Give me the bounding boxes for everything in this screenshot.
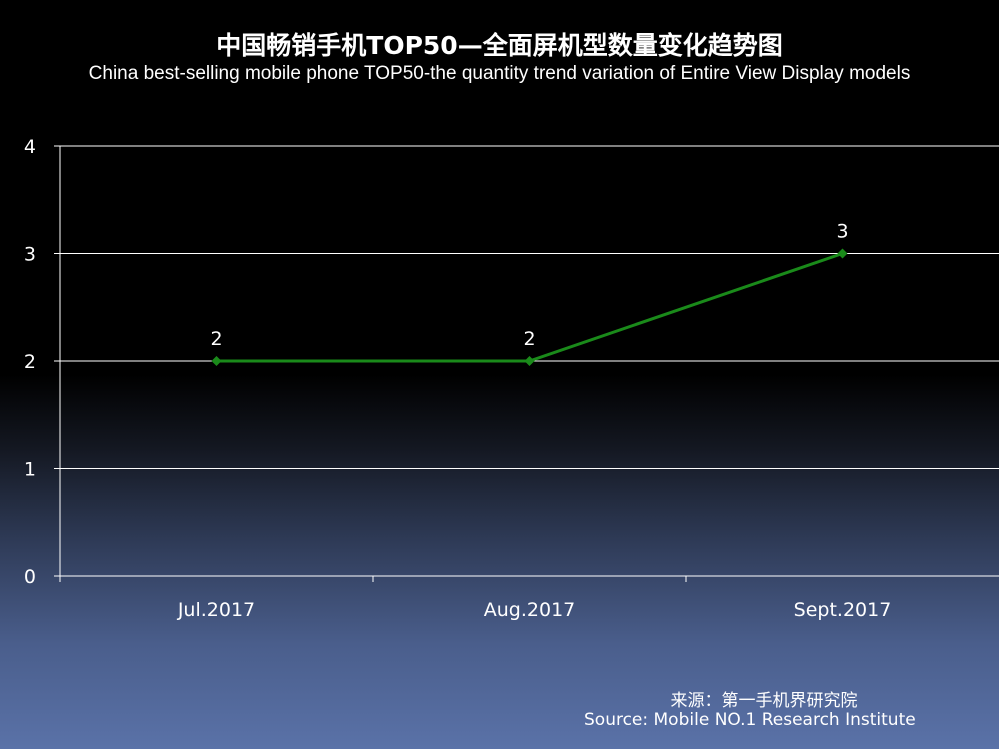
y-tick-label: 0 bbox=[24, 566, 36, 588]
y-tick-label: 2 bbox=[24, 351, 36, 373]
chart-title: 中国畅销手机TOP50—全面屏机型数量变化趋势图 bbox=[216, 31, 783, 60]
data-point bbox=[524, 356, 535, 366]
x-tick-label: Sept.2017 bbox=[794, 599, 892, 621]
x-tick-label: Jul.2017 bbox=[177, 599, 255, 621]
series bbox=[211, 248, 848, 366]
y-tick-label: 4 bbox=[24, 136, 36, 158]
x-tick-labels: Jul.2017 Aug.2017 Sept.2017 bbox=[177, 599, 891, 621]
data-label: 3 bbox=[836, 221, 848, 243]
chart-subtitle: China best-selling mobile phone TOP50-th… bbox=[88, 63, 911, 84]
y-tick-label: 3 bbox=[24, 244, 36, 266]
data-point bbox=[211, 356, 222, 366]
source-en: Source: Mobile NO.1 Research Institute bbox=[584, 710, 916, 730]
axes bbox=[54, 145, 999, 582]
data-point bbox=[837, 248, 848, 259]
data-label: 2 bbox=[523, 328, 535, 350]
data-label: 2 bbox=[210, 328, 222, 350]
y-tick-labels: 0 1 2 3 4 bbox=[24, 136, 36, 588]
source-cn: 来源：第一手机界研究院 bbox=[670, 691, 858, 711]
x-tick-label: Aug.2017 bbox=[484, 599, 576, 621]
gridlines bbox=[60, 145, 999, 469]
data-labels: 2 2 3 bbox=[210, 221, 848, 351]
y-tick-label: 1 bbox=[24, 459, 36, 481]
